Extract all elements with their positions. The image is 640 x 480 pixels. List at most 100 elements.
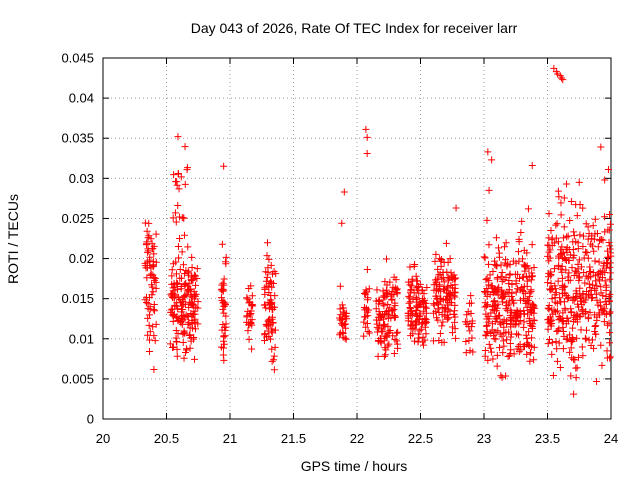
x-tick-label: 23.5 [535, 431, 560, 446]
data-point [391, 335, 399, 343]
data-point [385, 328, 393, 336]
data-point [556, 363, 564, 371]
data-point [421, 323, 429, 331]
data-point [404, 312, 412, 320]
data-point [172, 327, 180, 335]
data-point [148, 240, 156, 248]
data-point [394, 344, 402, 352]
data-point [511, 270, 519, 278]
data-point [188, 264, 196, 272]
data-point [362, 125, 370, 133]
data-point [380, 321, 388, 329]
data-point [580, 269, 588, 277]
data-point [220, 162, 228, 170]
data-point [488, 156, 496, 164]
data-point [559, 234, 567, 242]
grid-lines [103, 58, 611, 419]
data-point [592, 322, 600, 330]
data-point [483, 275, 491, 283]
data-point [499, 337, 507, 345]
data-point [485, 318, 493, 326]
data-point [528, 161, 536, 169]
data-point [247, 309, 255, 317]
data-point [260, 301, 268, 309]
data-point [575, 178, 583, 186]
data-point [512, 288, 520, 296]
data-point [384, 329, 392, 337]
data-point [557, 265, 565, 273]
data-point [507, 346, 515, 354]
data-point [177, 283, 185, 291]
data-point [601, 176, 609, 184]
data-point [174, 285, 182, 293]
data-point [152, 320, 160, 328]
data-point [270, 352, 278, 360]
data-point [558, 290, 566, 298]
data-point [268, 304, 276, 312]
data-point [187, 310, 195, 318]
data-point [169, 214, 177, 222]
data-point [244, 327, 252, 335]
data-point [265, 255, 273, 263]
data-point [601, 277, 609, 285]
data-point [573, 334, 581, 342]
data-point [436, 281, 444, 289]
data-point [249, 302, 257, 310]
data-point [149, 271, 157, 279]
data-point [570, 232, 578, 240]
data-point [569, 355, 577, 363]
data-point [579, 291, 587, 299]
data-point [336, 305, 344, 313]
data-point [362, 313, 370, 321]
data-point [220, 340, 228, 348]
data-point [552, 289, 560, 297]
data-point [553, 345, 561, 353]
data-point [266, 315, 274, 323]
data-point [524, 205, 532, 213]
data-point [268, 345, 276, 353]
data-point [530, 343, 538, 351]
data-point [181, 281, 189, 289]
data-point [556, 294, 564, 302]
data-point [489, 268, 497, 276]
data-point [509, 257, 517, 265]
x-tick-label: 22 [350, 431, 364, 446]
data-point [571, 267, 579, 275]
data-point [584, 223, 592, 231]
x-tick-label: 20 [96, 431, 110, 446]
data-point [578, 343, 586, 351]
data-point [190, 271, 198, 279]
data-point [563, 248, 571, 256]
data-point [376, 297, 384, 305]
data-point [490, 288, 498, 296]
data-point [374, 352, 382, 360]
data-point [526, 357, 534, 365]
data-point [452, 204, 460, 212]
data-point [553, 357, 561, 365]
data-point [191, 317, 199, 325]
data-point [270, 366, 278, 374]
data-point [572, 374, 580, 382]
data-point [219, 351, 227, 359]
y-tick-label: 0.04 [69, 91, 94, 106]
data-point [485, 260, 493, 268]
data-point [604, 260, 612, 268]
data-point [554, 238, 562, 246]
data-point [447, 269, 455, 277]
data-point [145, 311, 153, 319]
data-point [435, 337, 443, 345]
data-point [360, 290, 368, 298]
data-point [485, 340, 493, 348]
data-point [442, 239, 450, 247]
data-point [450, 310, 458, 318]
data-point [414, 330, 422, 338]
data-point [596, 236, 604, 244]
data-point [482, 322, 490, 330]
data-point [491, 297, 499, 305]
data-point [485, 241, 493, 249]
data-point [267, 261, 275, 269]
data-point [220, 281, 228, 289]
data-point [523, 303, 531, 311]
data-point [261, 285, 269, 293]
data-point [217, 294, 225, 302]
